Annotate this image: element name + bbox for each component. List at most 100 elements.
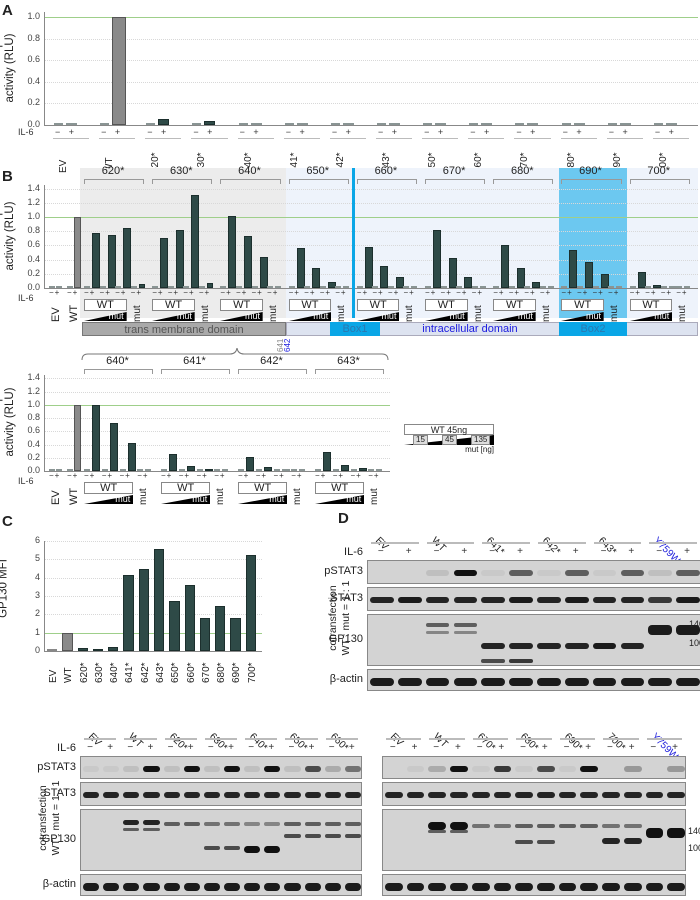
il6-signs: −+: [576, 288, 589, 297]
bar-plus: [312, 268, 321, 288]
bar-minus: [592, 286, 599, 288]
bar-minus: [315, 469, 321, 471]
il6-signs: −+: [356, 288, 369, 297]
band: [428, 822, 447, 830]
band: [428, 883, 447, 891]
wt-box: WT: [84, 482, 134, 494]
band: [264, 822, 281, 826]
group-bracket: [84, 179, 145, 184]
mut-alone-label: mut: [472, 305, 484, 322]
il6-plus-sign: +: [348, 742, 355, 753]
bar-il6-plus: [66, 123, 77, 125]
bar-plus: [109, 422, 118, 471]
bar-il6-plus: [389, 123, 400, 125]
y-tick: 4: [34, 571, 40, 582]
bar-il6-minus: [515, 123, 525, 125]
il6-signs: − +: [378, 127, 401, 137]
mw-100: 100: [688, 843, 700, 853]
blot-STAT3: [367, 587, 700, 611]
il6-signs: −+: [49, 471, 61, 480]
group-title-640*: 640*: [238, 165, 261, 177]
blot-STAT3: [382, 782, 686, 806]
lane-label-643*: 643*: [595, 535, 618, 558]
il6-plus-sign: +: [187, 742, 194, 753]
band: [450, 765, 468, 772]
band: [537, 792, 555, 798]
il6-signs: −+: [493, 288, 505, 297]
band: [83, 883, 100, 891]
x-label-640*: 640*: [109, 662, 121, 683]
band: [564, 643, 589, 649]
band: [163, 822, 180, 826]
il6-signs: −+: [238, 471, 250, 480]
bar-640*: [108, 646, 119, 651]
mut-alone-label: mut: [268, 305, 280, 322]
box2-shading: [559, 168, 627, 318]
band: [450, 822, 468, 830]
bar-minus: [608, 286, 615, 288]
band: [537, 824, 555, 828]
legend-45: 45: [442, 435, 457, 445]
bar-minus: [456, 286, 463, 288]
band: [564, 597, 589, 603]
wt-box: WT: [84, 299, 127, 311]
il6-plus-sign: +: [684, 546, 690, 557]
band: [620, 678, 645, 686]
bar-minus: [167, 286, 174, 288]
band: [645, 828, 664, 838]
il6-signs: −+: [115, 288, 127, 297]
band: [344, 822, 361, 826]
il6-signs: −+: [319, 288, 332, 297]
blot-GP130: [80, 809, 362, 871]
wt-box: WT: [220, 299, 264, 311]
gridline: [44, 245, 698, 247]
il6-signs: −+: [167, 288, 180, 297]
mut-alone-label: mut: [677, 305, 689, 322]
band: [284, 765, 301, 772]
il6-signs: −+: [456, 288, 468, 297]
il6-signs: − +: [562, 127, 585, 137]
y-tick: 3: [34, 590, 40, 600]
group-title-650*: 650*: [306, 165, 329, 177]
il6-signs: −+: [645, 288, 657, 297]
il6-plus-sign: +: [572, 546, 579, 557]
control-label-WT: WT: [68, 487, 80, 505]
bar-plus: [191, 194, 200, 288]
band: [602, 883, 620, 891]
band: [453, 570, 478, 576]
band: [83, 792, 100, 798]
lane-underline: [285, 738, 318, 740]
il6-signs: −+: [608, 288, 620, 297]
bar-minus: [238, 469, 244, 471]
bar-il6-plus: [342, 123, 354, 125]
bar-minus: [493, 286, 500, 288]
dose-wedge-icon: [161, 495, 211, 504]
bar-minus: [576, 286, 583, 288]
band: [515, 824, 533, 828]
mut-alone-label: mut: [609, 305, 621, 322]
bar-minus: [291, 469, 298, 471]
control-label-EV: EV: [50, 490, 62, 505]
band: [592, 570, 617, 576]
tm-domain-bar: trans membrane domain: [82, 322, 286, 336]
band: [481, 643, 506, 649]
lane-underline: [538, 542, 586, 544]
il6-signs: −+: [137, 471, 149, 480]
mut-alone-label: mut: [404, 305, 416, 322]
il6-signs: −+: [508, 288, 521, 297]
group-title-680*: 680*: [510, 165, 534, 177]
side-label-line2: WT : mut = 1 : 1: [50, 780, 62, 856]
band: [203, 792, 220, 798]
band: [620, 597, 645, 603]
wedge-mut-label: mut: [192, 494, 208, 504]
blot-pSTAT3: [367, 560, 700, 584]
il6-signs: −+: [214, 471, 226, 480]
bar-il6-minus: [100, 123, 110, 125]
band: [602, 792, 620, 798]
lane-underline: [164, 738, 197, 740]
il6-signs: −+: [198, 288, 211, 297]
il6-signs: −+: [196, 471, 208, 480]
bar-700*: [245, 554, 256, 651]
wedge-mut-label: mut: [517, 311, 533, 321]
group-title-660*: 660*: [374, 165, 398, 177]
